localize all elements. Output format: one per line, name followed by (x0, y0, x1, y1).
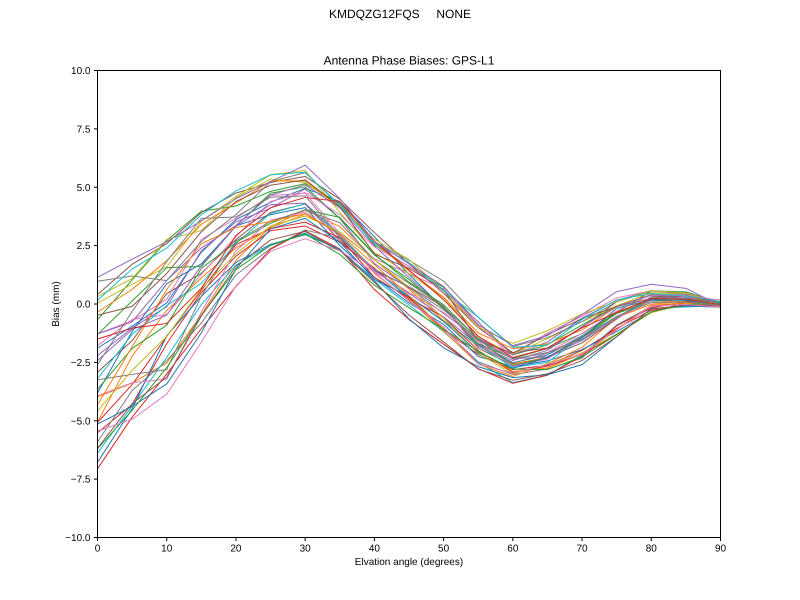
svg-text:KMDQZG12FQS NONE: KMDQZG12FQS NONE (329, 7, 471, 21)
svg-text:2.5: 2.5 (77, 241, 91, 252)
svg-text:70: 70 (576, 544, 588, 555)
svg-text:7.5: 7.5 (77, 124, 91, 135)
svg-text:Bias (mm): Bias (mm) (51, 281, 62, 327)
svg-text:40: 40 (369, 544, 381, 555)
svg-text:90: 90 (715, 544, 727, 555)
svg-text:20: 20 (230, 544, 242, 555)
svg-text:10.0: 10.0 (71, 66, 91, 77)
svg-text:80: 80 (646, 544, 658, 555)
svg-text:−7.5: −7.5 (71, 475, 91, 486)
svg-text:0: 0 (95, 544, 101, 555)
svg-text:60: 60 (507, 544, 519, 555)
svg-text:10: 10 (161, 544, 173, 555)
svg-text:−5.0: −5.0 (71, 416, 91, 427)
svg-text:Elvation angle (degrees): Elvation angle (degrees) (355, 557, 463, 568)
svg-text:Antenna Phase Biases: GPS-L1: Antenna Phase Biases: GPS-L1 (324, 54, 495, 68)
svg-text:0.0: 0.0 (77, 300, 91, 311)
svg-text:30: 30 (300, 544, 312, 555)
svg-text:5.0: 5.0 (77, 183, 91, 194)
svg-text:−2.5: −2.5 (71, 358, 91, 369)
svg-text:50: 50 (438, 544, 450, 555)
svg-text:−10.0: −10.0 (65, 533, 91, 544)
